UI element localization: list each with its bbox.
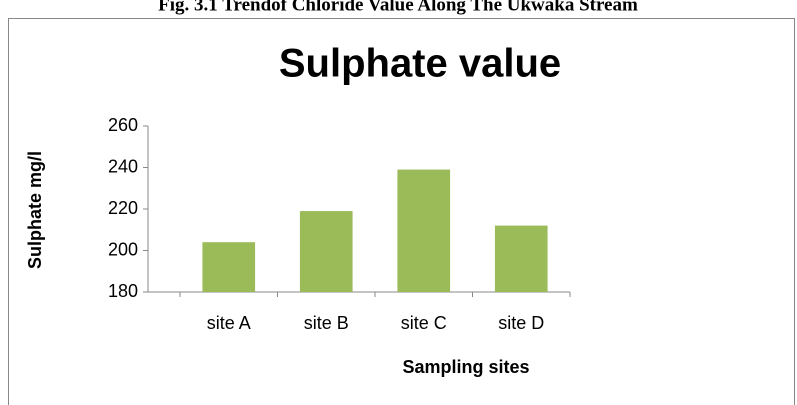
- bar: [202, 242, 256, 292]
- figure-caption: Fig. 3.1 Trendof Chloride Value Along Th…: [158, 0, 638, 15]
- chart-title: Sulphate value: [279, 42, 561, 86]
- y-tick-label: 200: [108, 239, 138, 259]
- bar: [494, 225, 548, 292]
- x-tick-label: site B: [304, 313, 349, 333]
- x-tick-label: site D: [498, 313, 544, 333]
- bar: [397, 169, 451, 292]
- y-tick-label: 220: [108, 198, 138, 218]
- x-axis-title: Sampling sites: [402, 357, 529, 377]
- x-tick-label: site A: [207, 313, 251, 333]
- y-tick-label: 180: [108, 281, 138, 301]
- y-tick-label: 240: [108, 156, 138, 176]
- bar: [299, 211, 353, 292]
- y-axis-title: Sulphate mg/l: [25, 151, 45, 269]
- x-tick-label: site C: [401, 313, 447, 333]
- y-tick-label: 260: [108, 115, 138, 135]
